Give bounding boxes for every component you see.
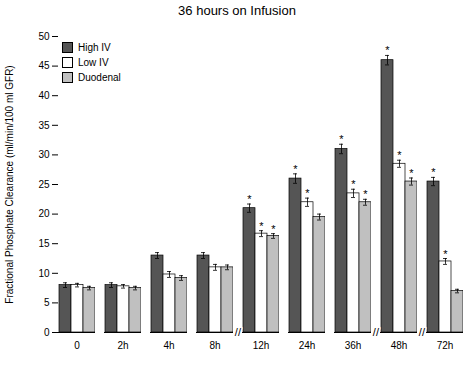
- html-text:Low IV: Low IV: [78, 57, 109, 68]
- svg-text:20: 20: [38, 208, 50, 219]
- svg-text:*: *: [305, 187, 310, 199]
- svg-text:*: *: [409, 167, 414, 179]
- svg-text:72h: 72h: [437, 340, 454, 351]
- svg-text:*: *: [271, 223, 276, 235]
- svg-text:*: *: [431, 166, 436, 178]
- svg-text:50: 50: [38, 31, 50, 42]
- svg-text:12h: 12h: [253, 340, 270, 351]
- svg-text:*: *: [293, 163, 298, 175]
- svg-text:35: 35: [38, 120, 50, 131]
- svg-text:0: 0: [74, 340, 80, 351]
- svg-text:10: 10: [38, 268, 50, 279]
- svg-text:48h: 48h: [391, 340, 408, 351]
- svg-text:15: 15: [38, 238, 50, 249]
- svg-text:45: 45: [38, 60, 50, 71]
- svg-text:24h: 24h: [299, 340, 316, 351]
- svg-text:*: *: [385, 44, 390, 56]
- svg-text:8h: 8h: [209, 340, 220, 351]
- svg-text:36h: 36h: [345, 340, 362, 351]
- svg-text:4h: 4h: [163, 340, 174, 351]
- svg-text:2h: 2h: [117, 340, 128, 351]
- svg-text:40: 40: [38, 90, 50, 101]
- svg-text:30: 30: [38, 149, 50, 160]
- html-text:Duodenal: Duodenal: [78, 72, 121, 83]
- svg-text://: //: [373, 326, 380, 338]
- svg-text:*: *: [259, 220, 264, 232]
- svg-text:25: 25: [38, 179, 50, 190]
- svg-text:*: *: [339, 133, 344, 145]
- html-text:High IV: High IV: [78, 42, 111, 53]
- svg-text:*: *: [443, 248, 448, 260]
- svg-text:*: *: [363, 188, 368, 200]
- svg-text:*: *: [247, 193, 252, 205]
- svg-text:*: *: [397, 149, 402, 161]
- svg-text:*: *: [351, 178, 356, 190]
- svg-text:5: 5: [44, 297, 50, 308]
- svg-text:0: 0: [44, 327, 50, 338]
- svg-text:Fractional Phosphate Clearance: Fractional Phosphate Clearance (ml/min/1…: [4, 65, 15, 303]
- svg-text://: //: [419, 326, 426, 338]
- html-text:36 hours on Infusion: 36 hours on Infusion: [178, 3, 296, 18]
- svg-text://: //: [235, 326, 242, 338]
